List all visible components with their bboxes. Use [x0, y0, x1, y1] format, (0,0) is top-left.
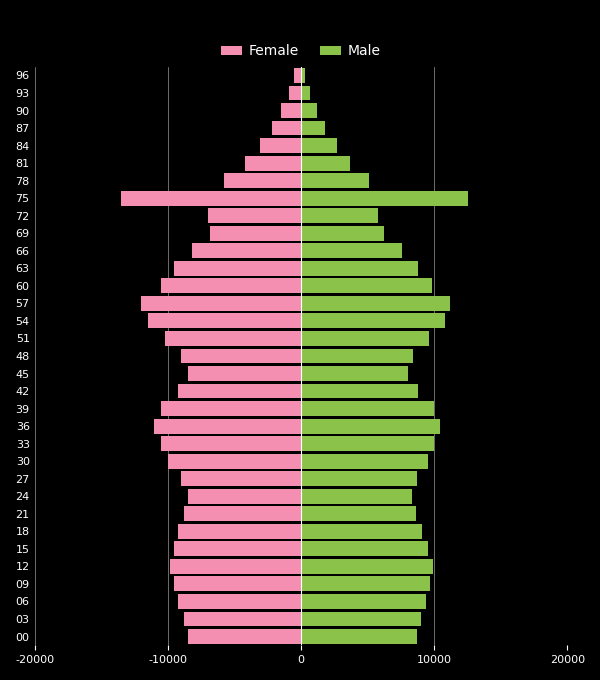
Bar: [175, 261, 301, 276]
Bar: [301, 507, 416, 522]
Bar: [168, 454, 301, 469]
Bar: [301, 611, 421, 626]
Bar: [289, 86, 301, 101]
Bar: [281, 103, 301, 118]
Bar: [301, 68, 305, 83]
Bar: [301, 454, 428, 469]
Bar: [170, 559, 301, 574]
Bar: [184, 507, 301, 522]
Bar: [295, 68, 301, 83]
Bar: [188, 489, 301, 504]
Bar: [224, 173, 301, 188]
Bar: [301, 366, 407, 381]
Bar: [301, 629, 417, 644]
Bar: [165, 331, 301, 346]
Bar: [301, 173, 369, 188]
Bar: [178, 594, 301, 609]
Bar: [301, 103, 317, 118]
Bar: [184, 611, 301, 626]
Bar: [161, 278, 301, 293]
Bar: [301, 594, 426, 609]
Bar: [301, 524, 422, 539]
Bar: [301, 120, 325, 135]
Bar: [175, 541, 301, 556]
Bar: [181, 471, 301, 486]
Bar: [301, 226, 383, 241]
Bar: [301, 296, 450, 311]
Bar: [301, 331, 429, 346]
Bar: [301, 243, 402, 258]
Bar: [192, 243, 301, 258]
Bar: [301, 384, 418, 398]
Bar: [301, 436, 434, 451]
Bar: [148, 313, 301, 328]
Bar: [245, 156, 301, 171]
Bar: [208, 208, 301, 223]
Bar: [188, 629, 301, 644]
Bar: [301, 261, 418, 276]
Bar: [175, 577, 301, 592]
Bar: [301, 86, 310, 101]
Bar: [301, 278, 431, 293]
Bar: [161, 401, 301, 416]
Bar: [301, 489, 412, 504]
Bar: [141, 296, 301, 311]
Bar: [301, 401, 434, 416]
Bar: [181, 349, 301, 363]
Bar: [161, 436, 301, 451]
Bar: [301, 313, 445, 328]
Legend: Female, Male: Female, Male: [215, 39, 386, 64]
Bar: [121, 190, 301, 205]
Bar: [178, 524, 301, 539]
Bar: [301, 541, 428, 556]
Bar: [301, 559, 433, 574]
Bar: [188, 366, 301, 381]
Bar: [301, 349, 413, 363]
Bar: [301, 208, 378, 223]
Bar: [272, 120, 301, 135]
Bar: [301, 156, 350, 171]
Bar: [301, 190, 467, 205]
Bar: [260, 138, 301, 153]
Bar: [301, 138, 337, 153]
Bar: [154, 419, 301, 434]
Bar: [211, 226, 301, 241]
Bar: [301, 419, 440, 434]
Bar: [301, 577, 430, 592]
Bar: [301, 471, 417, 486]
Bar: [178, 384, 301, 398]
